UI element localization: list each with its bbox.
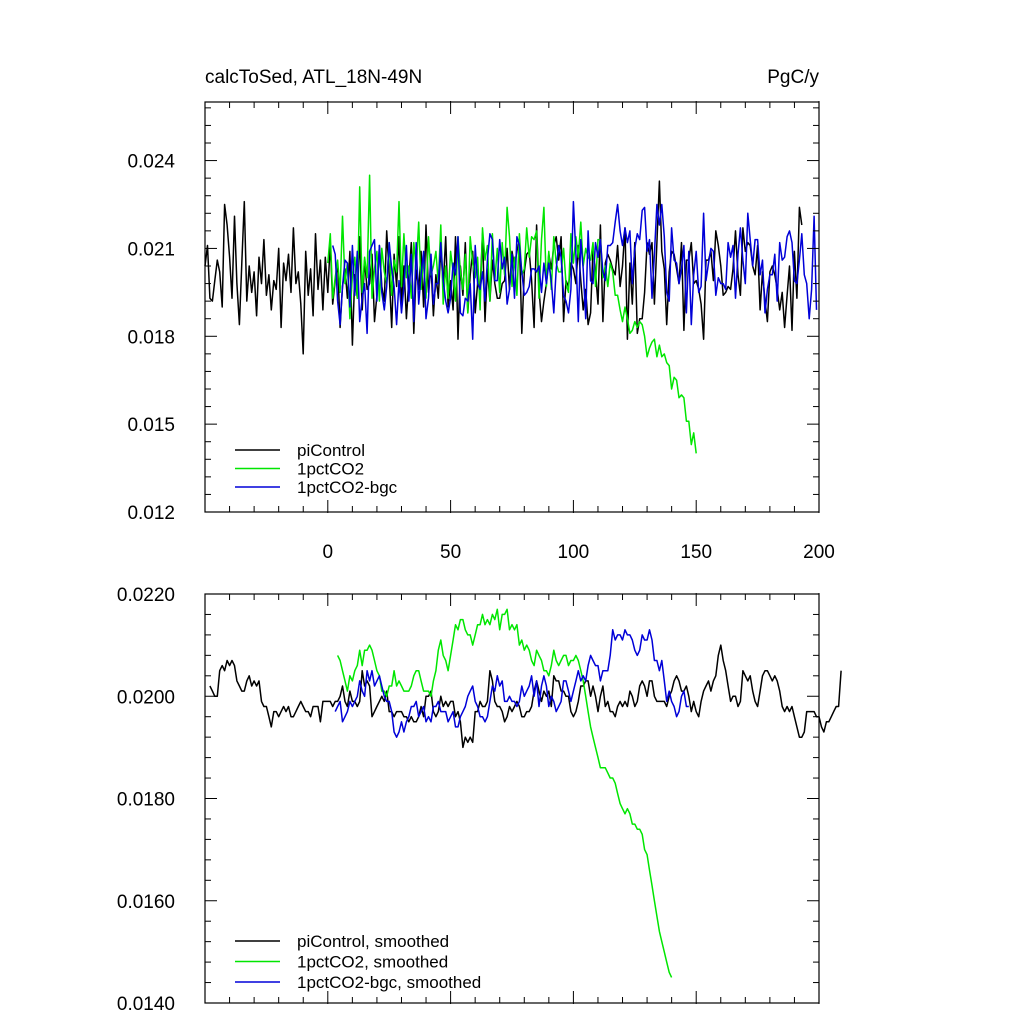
top-series-group xyxy=(204,174,818,454)
bottom-ytick-label: 0.0180 xyxy=(117,790,175,811)
top-xtick-label: 150 xyxy=(680,542,712,563)
bottom-ytick-label: 0.0160 xyxy=(117,892,175,913)
bottom-tick-labels: 0.0140 0.0160 0.0180 0.0200 0.0220 xyxy=(117,585,175,1015)
top-xtick-label: 0 xyxy=(323,542,334,563)
bottom-panel: 0.0140 0.0160 0.0180 0.0200 0.0220 piControl… xyxy=(117,585,842,1015)
bottom-ticks xyxy=(204,593,820,1004)
top-ytick-label: 0.024 xyxy=(127,152,175,173)
top-series-picontrol xyxy=(204,180,803,355)
bottom-series-group xyxy=(209,608,842,978)
top-ytick-label: 0.021 xyxy=(127,239,175,260)
top-plot-frame xyxy=(204,101,820,513)
top-ticks xyxy=(204,101,820,513)
top-legend-label-1pctco2: 1pctCO2 xyxy=(297,460,364,479)
bottom-ytick-label: 0.0220 xyxy=(117,585,175,606)
bottom-legend-label-1pctco2-bgc-smoothed: 1pctCO2-bgc, smoothed xyxy=(297,973,481,992)
top-legend-label-picontrol: piControl xyxy=(297,441,365,460)
bottom-series-1pctco2-smoothed xyxy=(336,608,673,978)
top-ytick-label: 0.018 xyxy=(127,327,175,348)
top-legend-label-1pctco2-bgc: 1pctCO2-bgc xyxy=(297,478,398,497)
top-tick-labels: 0.012 0.015 0.018 0.021 0.024 0 50 100 150 200 xyxy=(127,152,834,563)
top-ytick-label: 0.012 xyxy=(127,503,175,524)
top-xtick-label: 200 xyxy=(803,542,835,563)
bottom-series-1pctco2-bgc-smoothed xyxy=(334,629,689,738)
bottom-ytick-label: 0.0140 xyxy=(117,994,175,1015)
top-xtick-label: 100 xyxy=(558,542,590,563)
top-ytick-label: 0.015 xyxy=(127,415,175,436)
bottom-series-picontrol-smoothed xyxy=(209,644,842,749)
top-panel: 0.012 0.015 0.018 0.021 0.024 0 50 100 150 200 pi… xyxy=(127,101,835,563)
bottom-legend-label-1pctco2-smoothed: 1pctCO2, smoothed xyxy=(297,953,448,972)
bottom-legend: piControl, smoothed 1pctCO2, smoothed1pct… xyxy=(235,932,481,992)
bottom-ytick-label: 0.0200 xyxy=(117,687,175,708)
top-title: calcToSed, ATL_18N-49N xyxy=(205,67,422,88)
top-units: PgC/y xyxy=(767,67,819,88)
bottom-legend-label-picontrol-smoothed: piControl, smoothed xyxy=(297,932,449,951)
top-xtick-label: 50 xyxy=(440,542,461,563)
top-series-1pctco2-bgc xyxy=(331,200,818,340)
